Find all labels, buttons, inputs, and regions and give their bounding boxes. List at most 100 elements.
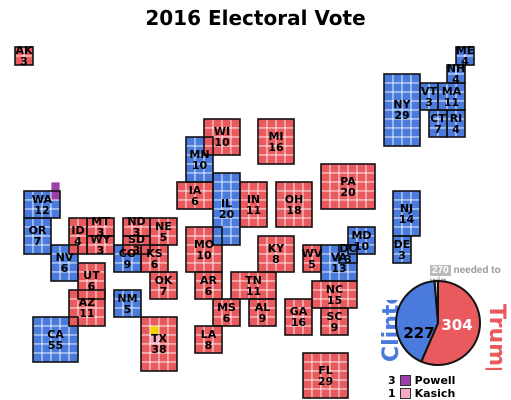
state-code: OK	[154, 273, 173, 287]
cell-oh	[284, 217, 295, 228]
label-nv: NV 6	[51, 252, 79, 274]
powell-cell	[50, 181, 61, 192]
border-sc	[320, 307, 349, 336]
state-code: DE	[393, 237, 411, 251]
label-pa: PA 20	[334, 176, 362, 198]
state-code: SC	[326, 309, 343, 323]
cell-ny	[410, 73, 421, 84]
cell-ca	[32, 352, 43, 363]
cell-fl	[329, 388, 340, 399]
cell-fl	[338, 370, 349, 381]
state-code: ME	[455, 44, 475, 57]
label-nd: ND 3	[123, 216, 151, 238]
cell-mi	[257, 154, 268, 165]
cell-tx	[149, 316, 160, 327]
state-code: OH	[284, 192, 304, 206]
cell-fl	[320, 388, 331, 399]
state-ev: 3	[96, 244, 105, 257]
state-code: SD	[127, 233, 146, 246]
border-mi	[257, 118, 295, 165]
cell-il	[230, 172, 241, 183]
label-wy: WY 3	[87, 234, 115, 256]
map-title: 2016 Electoral Vote	[145, 6, 366, 30]
state-ev: 6	[222, 311, 231, 325]
cell-fl	[302, 352, 313, 363]
state-ev: 3	[398, 248, 406, 262]
state-ev: 10	[191, 158, 208, 172]
state-ev: 14	[398, 212, 415, 226]
state-code: WY	[90, 233, 111, 246]
cell-tx	[149, 361, 160, 372]
cell-ca	[68, 352, 79, 363]
label-il: IL 20	[213, 198, 241, 220]
cell-ny	[410, 136, 421, 147]
label-oh: OH 18	[280, 194, 308, 216]
cell-fl	[320, 352, 331, 363]
state-code: AR	[200, 273, 217, 287]
state-va	[320, 244, 358, 282]
state-code: NE	[155, 219, 172, 233]
label-tx: TX 38	[145, 333, 173, 355]
state-ev: 3	[425, 95, 433, 109]
cell-fl	[302, 388, 313, 399]
cell-pa	[320, 172, 331, 183]
cell-nj	[410, 226, 421, 237]
cell-ca	[59, 316, 70, 327]
cell-oh	[284, 181, 295, 192]
cell-ny	[401, 73, 412, 84]
label-mo: MO 10	[190, 239, 218, 261]
state-ev: 4	[452, 122, 460, 136]
cell-ca	[32, 316, 43, 327]
state-ev: 6	[87, 280, 96, 293]
cell-pa	[320, 199, 331, 210]
cell-ny	[392, 136, 403, 147]
state-ia	[176, 181, 214, 210]
cell-pa	[365, 163, 376, 174]
needed-number: 270	[430, 265, 451, 276]
state-code: NV	[55, 251, 74, 264]
border-ar	[194, 271, 223, 300]
state-code: UT	[83, 269, 100, 282]
trump-ev: 304	[441, 316, 472, 334]
state-ev: 8	[204, 338, 213, 352]
state-code: NY	[393, 98, 411, 111]
label-sc: SC 9	[321, 311, 349, 333]
state-ev: 18	[286, 203, 302, 217]
cell-il	[230, 235, 241, 246]
state-ev: 3	[132, 226, 141, 239]
state-code: NJ	[399, 201, 414, 215]
state-code: KS	[146, 246, 163, 260]
cartogram-cells	[14, 46, 475, 399]
label-ne: NE 5	[150, 221, 178, 243]
label-md: MD 10	[348, 230, 376, 252]
cell-oh	[302, 181, 313, 192]
cell-pa	[320, 190, 331, 201]
state-code: ID	[71, 224, 85, 237]
label-al: AL 9	[249, 302, 277, 324]
cell-ca	[50, 352, 61, 363]
cell-pa	[365, 181, 376, 192]
cell-ny	[410, 127, 421, 138]
state-ev: 9	[258, 311, 267, 325]
state-code: MA	[441, 84, 462, 98]
state-ev: 11	[443, 95, 460, 109]
state-ev: 16	[268, 140, 284, 154]
border-la	[194, 325, 223, 354]
border-az	[68, 289, 106, 327]
trump-name: Trump	[484, 304, 509, 370]
state-ev: 20	[218, 208, 235, 221]
cell-pa	[338, 199, 349, 210]
cell-ny	[392, 73, 403, 84]
state-ev: 10	[196, 248, 212, 262]
border-or	[23, 217, 52, 255]
cell-pa	[356, 163, 367, 174]
state-al	[248, 298, 277, 327]
label-tn: TN 11	[240, 275, 268, 297]
state-ev: 13	[331, 262, 347, 275]
state-code: WV	[301, 246, 323, 260]
cell-mo	[185, 262, 196, 273]
state-nv	[50, 244, 79, 282]
state-code: CA	[47, 327, 64, 341]
state-ca	[32, 316, 79, 363]
state-in	[239, 181, 268, 228]
